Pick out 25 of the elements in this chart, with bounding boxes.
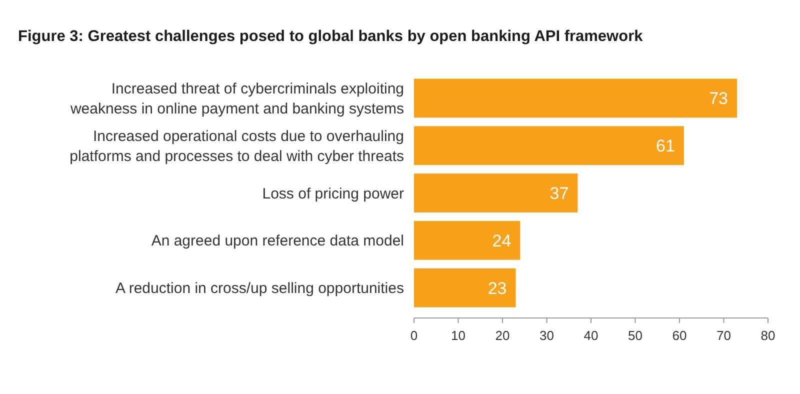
x-tick-label: 40 (584, 328, 598, 343)
bar (414, 174, 578, 212)
x-tick-label: 80 (760, 328, 776, 343)
y-tick-label: Increased operational costs due to overhauling platforms and processes to deal with cyber threats (70, 128, 404, 165)
y-tick-label: A reduction in cross/up selling opportunities (115, 280, 404, 298)
data-label: 23 (488, 278, 507, 298)
data-label: 61 (656, 136, 675, 156)
x-tick-label: 20 (495, 328, 510, 343)
x-tick-label: 70 (716, 328, 731, 343)
y-tick-label: An agreed upon reference data model (151, 232, 404, 250)
chart-title: Figure 3: Greatest challenges posed to global banks by open banking API framework (18, 28, 644, 45)
x-tick-label: 30 (540, 328, 554, 343)
y-tick-label: Increased threat of cybercriminals exploiting weakness in online payment and banking systems (69, 80, 404, 118)
x-tick-label: 10 (451, 328, 466, 343)
data-label: 37 (550, 184, 569, 203)
bar (414, 126, 684, 166)
bar (414, 220, 520, 260)
data-label: 73 (709, 89, 728, 108)
y-tick-label: Loss of pricing power (262, 185, 404, 202)
bar (414, 268, 516, 308)
data-label: 24 (492, 231, 512, 250)
bar (414, 78, 738, 118)
x-tick-label: 50 (628, 328, 642, 343)
x-tick-label: 0 (410, 328, 418, 343)
x-tick-label: 60 (672, 328, 687, 343)
